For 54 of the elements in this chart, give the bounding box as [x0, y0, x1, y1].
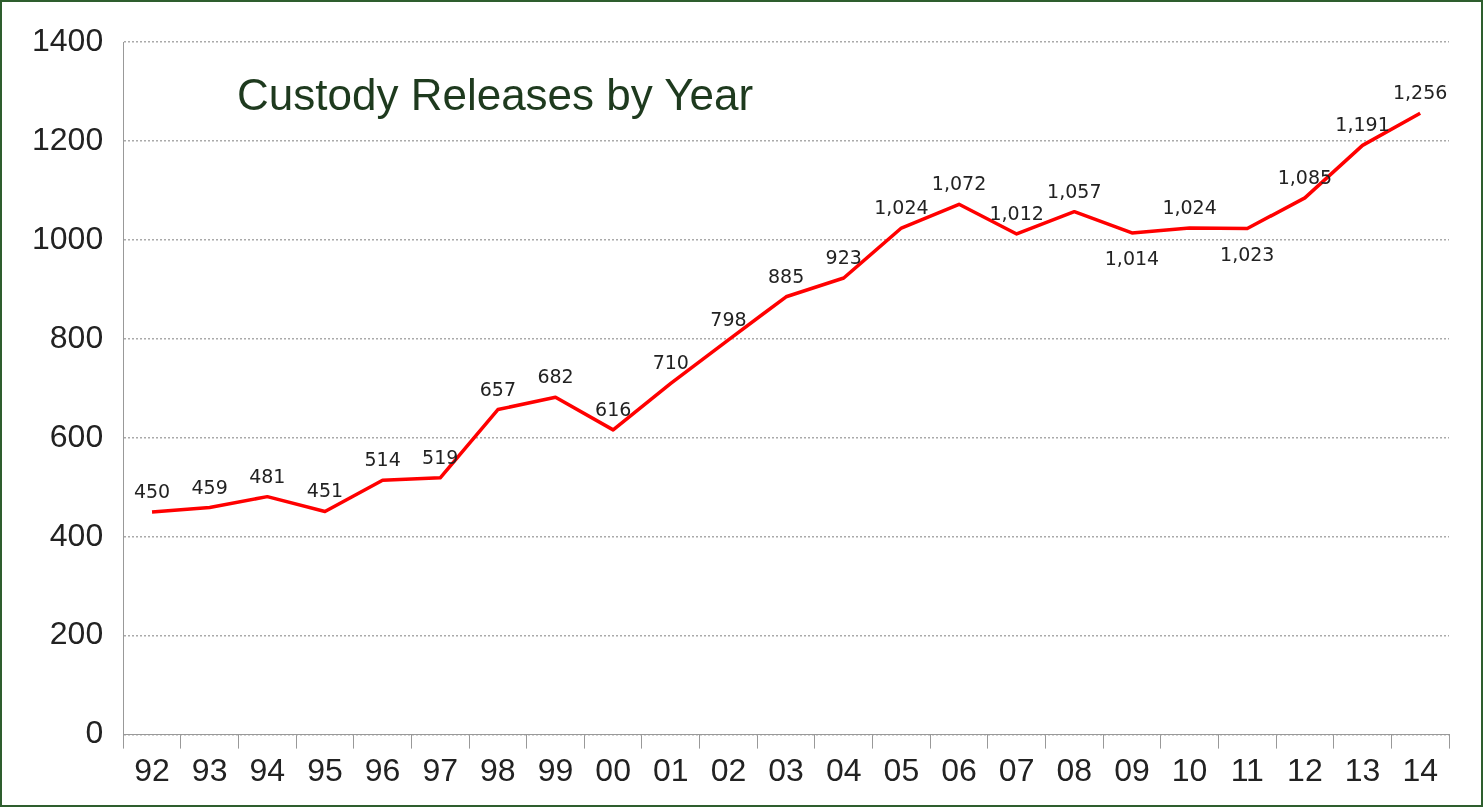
x-tick-label: 08 [1056, 751, 1093, 788]
data-label: 459 [191, 475, 228, 498]
x-tick-label: 12 [1287, 751, 1323, 788]
data-label: 1,057 [1047, 179, 1102, 202]
y-tick-label: 0 [85, 714, 104, 751]
data-label: 519 [422, 445, 459, 468]
x-tick-label: 03 [768, 751, 804, 788]
data-label: 798 [710, 307, 747, 330]
data-label: 1,023 [1220, 242, 1275, 265]
x-tick-label: 13 [1344, 751, 1381, 788]
x-tick-label: 04 [825, 751, 862, 788]
x-tick-label: 93 [191, 751, 228, 788]
x-tick-label: 11 [1230, 751, 1264, 788]
data-label: 450 [133, 479, 171, 502]
y-tick-label: 1200 [32, 120, 104, 157]
y-tick-label: 600 [49, 417, 104, 454]
x-tick-label: 06 [941, 751, 977, 788]
data-label: 1,191 [1335, 113, 1390, 136]
data-label: 657 [479, 377, 517, 400]
data-label: 710 [652, 351, 689, 374]
x-tick-label: 05 [883, 751, 920, 788]
x-tick-label: 96 [364, 751, 401, 788]
y-tick-label: 1400 [32, 21, 104, 58]
y-tick-label: 400 [49, 516, 104, 553]
x-tick-label: 98 [480, 751, 516, 788]
data-label: 682 [537, 365, 574, 388]
y-tick-label: 200 [49, 615, 104, 652]
data-label: 1,012 [989, 201, 1044, 224]
x-tick-label: 07 [998, 751, 1035, 788]
x-tick-label: 01 [653, 751, 689, 788]
data-label: 1,072 [931, 172, 987, 195]
x-tick-label: 92 [134, 751, 170, 788]
y-tick-label: 1000 [32, 219, 104, 256]
data-label: 1,024 [1162, 196, 1217, 219]
data-label: 1,024 [874, 196, 929, 219]
data-label: 1,256 [1392, 81, 1448, 104]
data-label: 1,014 [1104, 246, 1160, 269]
x-tick-label: 14 [1402, 751, 1438, 788]
text: Custody Releases by Year [237, 70, 754, 120]
x-tick-label: 99 [537, 751, 574, 788]
y-tick-label: 800 [49, 318, 104, 355]
data-label: 481 [249, 464, 286, 487]
data-label: 923 [825, 245, 862, 268]
data-label: 885 [767, 264, 805, 287]
x-tick-label: 95 [307, 751, 343, 788]
x-tick-label: 02 [710, 751, 747, 788]
x-tick-label: 94 [249, 751, 286, 788]
x-tick-label: 97 [422, 751, 459, 788]
data-label: 514 [364, 448, 401, 471]
data-label: 616 [595, 397, 632, 420]
x-tick-label: 10 [1171, 751, 1208, 788]
x-tick-label: 09 [1114, 751, 1150, 788]
data-label: 451 [306, 479, 344, 502]
x-tick-label: 00 [595, 751, 631, 788]
